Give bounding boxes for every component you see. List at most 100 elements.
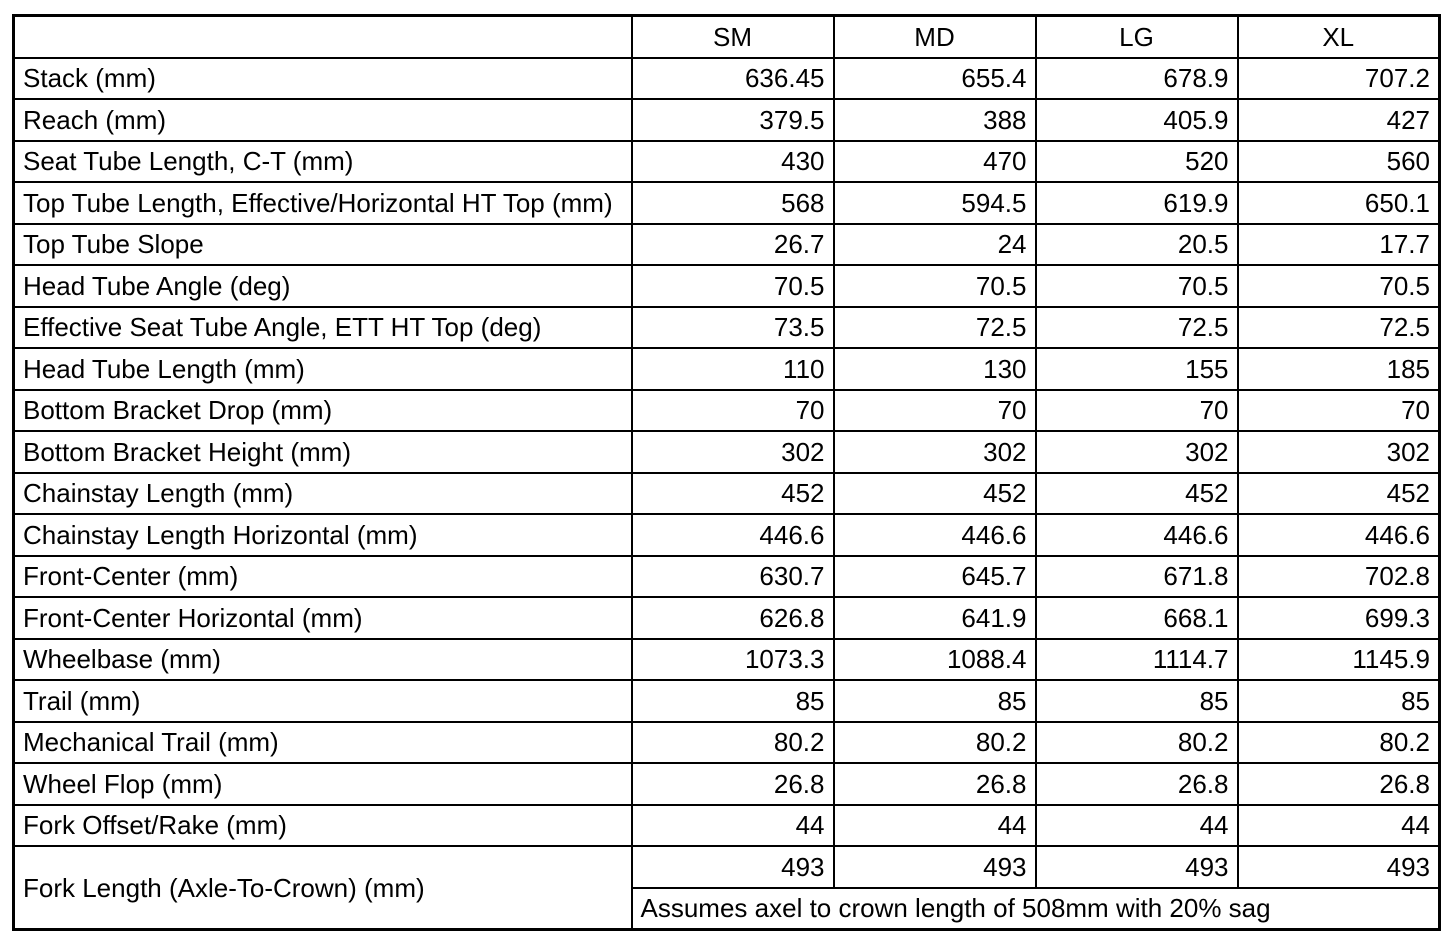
column-header-md: MD	[832, 14, 1037, 59]
cell-value: 130	[832, 347, 1037, 391]
cell-value: 520	[1034, 139, 1239, 183]
cell-value: 70	[1236, 388, 1441, 432]
corner-cell	[12, 14, 633, 59]
table-row: Front-Center (mm) 630.7 645.7 671.8 702.8	[12, 554, 1441, 598]
cell-value: 70.5	[832, 264, 1037, 308]
row-label: Top Tube Slope	[12, 222, 633, 266]
cell-value: 655.4	[832, 56, 1037, 100]
table-row: Bottom Bracket Drop (mm) 70 70 70 70	[12, 388, 1441, 432]
row-label: Trail (mm)	[12, 679, 633, 723]
table-row: Seat Tube Length, C-T (mm) 430 470 520 560	[12, 139, 1441, 183]
cell-value: 302	[832, 430, 1037, 474]
cell-value: 493	[1236, 845, 1441, 889]
cell-value: 1088.4	[832, 637, 1037, 681]
cell-value: 26.8	[630, 762, 835, 806]
cell-value: 80.2	[630, 720, 835, 764]
column-header-sm: SM	[630, 14, 835, 59]
table-row: Top Tube Slope 26.7 24 20.5 17.7	[12, 222, 1441, 266]
cell-value: 405.9	[1034, 98, 1239, 142]
table-row: Wheel Flop (mm) 26.8 26.8 26.8 26.8	[12, 762, 1441, 806]
cell-value: 85	[1236, 679, 1441, 723]
cell-value: 80.2	[1236, 720, 1441, 764]
cell-value: 379.5	[630, 98, 835, 142]
cell-value: 427	[1236, 98, 1441, 142]
table-row: Stack (mm) 636.45 655.4 678.9 707.2	[12, 56, 1441, 100]
cell-value: 70.5	[630, 264, 835, 308]
cell-value: 72.5	[1236, 305, 1441, 349]
table-row: Mechanical Trail (mm) 80.2 80.2 80.2 80.2	[12, 720, 1441, 764]
cell-value: 619.9	[1034, 181, 1239, 225]
row-label: Front-Center Horizontal (mm)	[12, 596, 633, 640]
cell-value: 73.5	[630, 305, 835, 349]
cell-value: 430	[630, 139, 835, 183]
cell-value: 641.9	[832, 596, 1037, 640]
cell-value: 72.5	[832, 305, 1037, 349]
cell-value: 26.7	[630, 222, 835, 266]
cell-value: 630.7	[630, 554, 835, 598]
cell-value: 702.8	[1236, 554, 1441, 598]
cell-value: 707.2	[1236, 56, 1441, 100]
row-label: Seat Tube Length, C-T (mm)	[12, 139, 633, 183]
table-row: Chainstay Length (mm) 452 452 452 452	[12, 471, 1441, 515]
cell-value: 302	[1236, 430, 1441, 474]
row-label: Chainstay Length (mm)	[12, 471, 633, 515]
cell-value: 70	[630, 388, 835, 432]
row-label: Stack (mm)	[12, 56, 633, 100]
table-row: Head Tube Angle (deg) 70.5 70.5 70.5 70.5	[12, 264, 1441, 308]
cell-value: 470	[832, 139, 1037, 183]
cell-value: 85	[630, 679, 835, 723]
cell-value: 80.2	[832, 720, 1037, 764]
table-row-fork-note: Assumes axel to crown length of 508mm wi…	[14, 886, 1441, 931]
cell-value: 626.8	[630, 596, 835, 640]
header-row: SM MD LG XL	[12, 14, 1441, 59]
cell-value: 594.5	[832, 181, 1037, 225]
cell-value: 452	[832, 471, 1037, 515]
row-label: Wheelbase (mm)	[12, 637, 633, 681]
row-label: Bottom Bracket Height (mm)	[12, 430, 633, 474]
row-label: Mechanical Trail (mm)	[12, 720, 633, 764]
cell-value: 44	[832, 803, 1037, 847]
table-row: Front-Center Horizontal (mm) 626.8 641.9 66…	[12, 596, 1441, 640]
row-label: Head Tube Angle (deg)	[12, 264, 633, 308]
cell-value: 155	[1034, 347, 1239, 391]
fork-length-note: Assumes axel to crown length of 508mm wi…	[630, 886, 1441, 931]
column-header-lg: LG	[1034, 14, 1239, 59]
cell-value: 80.2	[1034, 720, 1239, 764]
geometry-table: SM MD LG XL Stack (mm) 636.45 655.4 678.9 70…	[12, 14, 1441, 931]
cell-value: 302	[1034, 430, 1239, 474]
cell-value: 185	[1236, 347, 1441, 391]
cell-value: 24	[832, 222, 1037, 266]
cell-value: 20.5	[1034, 222, 1239, 266]
cell-value: 1114.7	[1034, 637, 1239, 681]
row-label: Fork Length (Axle-To-Crown) (mm)	[12, 845, 633, 931]
cell-value: 44	[630, 803, 835, 847]
cell-value: 645.7	[832, 554, 1037, 598]
cell-value: 72.5	[1034, 305, 1239, 349]
cell-value: 70	[1034, 388, 1239, 432]
cell-value: 452	[1236, 471, 1441, 515]
cell-value: 636.45	[630, 56, 835, 100]
cell-value: 44	[1236, 803, 1441, 847]
cell-value: 446.6	[832, 513, 1037, 557]
cell-value: 1145.9	[1236, 637, 1441, 681]
row-label: Top Tube Length, Effective/Horizontal HT…	[12, 181, 633, 225]
cell-value: 85	[832, 679, 1037, 723]
cell-value: 560	[1236, 139, 1441, 183]
row-label: Bottom Bracket Drop (mm)	[12, 388, 633, 432]
table-row: Top Tube Length, Effective/Horizontal HT…	[12, 181, 1441, 225]
table-row-fork-length: Fork Length (Axle-To-Crown) (mm) 493 493 49…	[12, 845, 1441, 931]
table-row: Head Tube Length (mm) 110 130 155 185	[12, 347, 1441, 391]
column-header-xl: XL	[1236, 14, 1441, 59]
row-label: Fork Offset/Rake (mm)	[12, 803, 633, 847]
table-row: Wheelbase (mm) 1073.3 1088.4 1114.7 1145.9	[12, 637, 1441, 681]
cell-value: 650.1	[1236, 181, 1441, 225]
cell-value: 568	[630, 181, 835, 225]
cell-value: 446.6	[1236, 513, 1441, 557]
table-row: Trail (mm) 85 85 85 85	[12, 679, 1441, 723]
cell-value: 44	[1034, 803, 1239, 847]
table-body: Stack (mm) 636.45 655.4 678.9 707.2 Reach (mm…	[12, 56, 1441, 931]
row-label: Head Tube Length (mm)	[12, 347, 633, 391]
cell-value: 26.8	[832, 762, 1037, 806]
cell-value: 70	[832, 388, 1037, 432]
cell-value: 446.6	[1034, 513, 1239, 557]
